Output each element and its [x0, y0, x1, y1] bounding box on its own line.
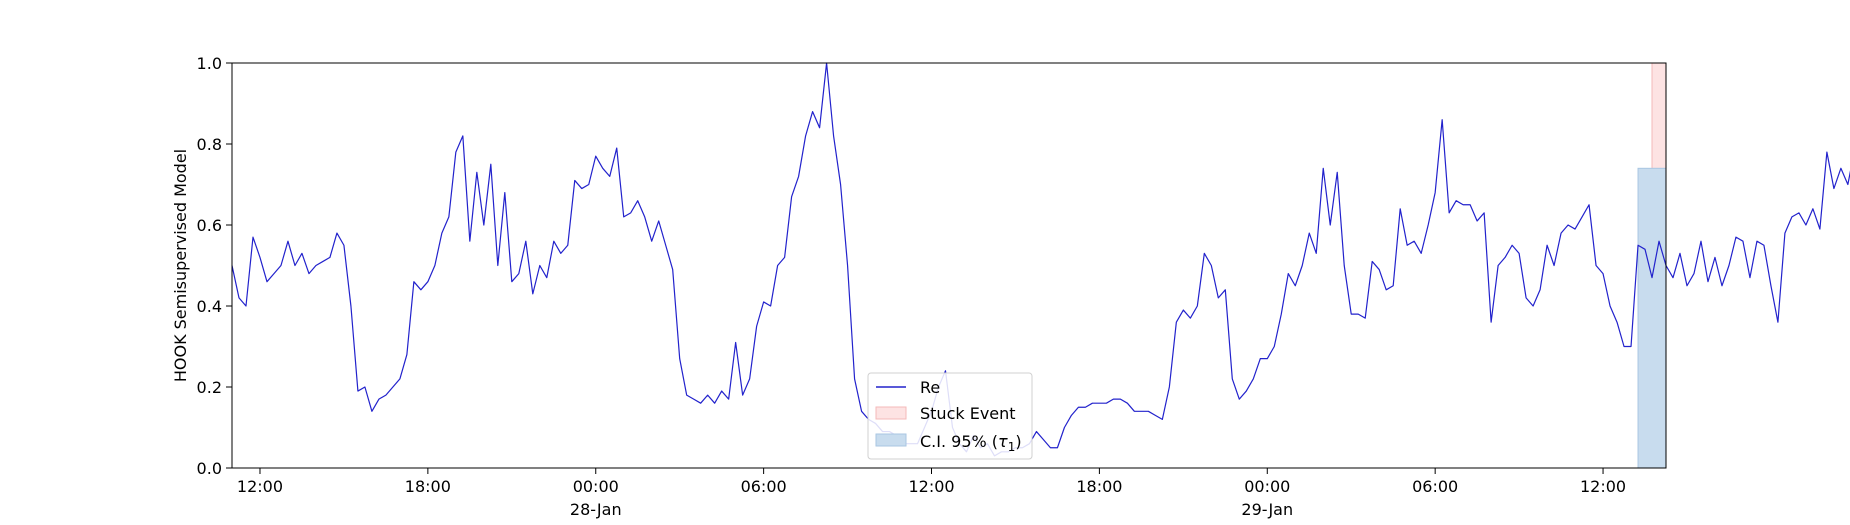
plot-frame — [231, 62, 1667, 469]
shaded-region-1 — [1637, 167, 1667, 469]
shaded-regions — [1637, 62, 1667, 469]
legend-swatch-ci — [875, 433, 907, 447]
legend-label-ci-close: ) — [1015, 432, 1021, 451]
x-tick-label: 00:00 — [1244, 477, 1290, 496]
legend-label-re: Re — [920, 378, 940, 397]
legend-label-ci: C.I. 95% (τ1) — [920, 432, 1022, 454]
y-tick-label: 0.4 — [197, 297, 222, 316]
x-tick-label: 06:00 — [1412, 477, 1458, 496]
x-tick-label: 18:00 — [405, 477, 451, 496]
series-group — [231, 62, 1850, 457]
legend: Re Stuck Event C.I. 95% (τ1) — [867, 372, 1033, 460]
x-tick-sublabel: 29-Jan — [1241, 500, 1293, 519]
y-tick-label: 0.0 — [197, 459, 222, 478]
x-tick-sublabel-year: 1900 — [575, 523, 616, 525]
x-tick-label: 06:00 — [741, 477, 787, 496]
x-tick-sublabel: 28-Jan — [570, 500, 622, 519]
y-tick-label: 0.8 — [197, 135, 222, 154]
y-tick-label: 1.0 — [197, 54, 222, 73]
series-line-re — [231, 62, 1850, 457]
legend-label-stuck-event: Stuck Event — [920, 404, 1016, 423]
legend-frame — [867, 372, 1033, 460]
legend-swatch-stuck-event — [875, 406, 907, 420]
x-tick-label: 18:00 — [1076, 477, 1122, 496]
x-tick-label: 00:00 — [573, 477, 619, 496]
y-axis-label: HOOK Semisupervised Model — [171, 149, 190, 382]
legend-label-ci-text: C.I. 95% ( — [920, 432, 998, 451]
y-axis: 0.0 0.2 0.4 0.6 0.8 1.0 — [197, 54, 232, 478]
legend-label-ci-sub: 1 — [1008, 440, 1016, 454]
x-tick-label: 12:00 — [1580, 477, 1626, 496]
x-tick-label: 12:00 — [908, 477, 954, 496]
y-tick-label: 0.6 — [197, 216, 222, 235]
y-tick-label: 0.2 — [197, 378, 222, 397]
x-axis: 12:00 18:00 00:00 28-Jan 1900 06:00 12:00 18:00… — [237, 468, 1626, 525]
legend-label-ci-tau: τ — [998, 432, 1008, 451]
x-tick-label: 12:00 — [237, 477, 283, 496]
